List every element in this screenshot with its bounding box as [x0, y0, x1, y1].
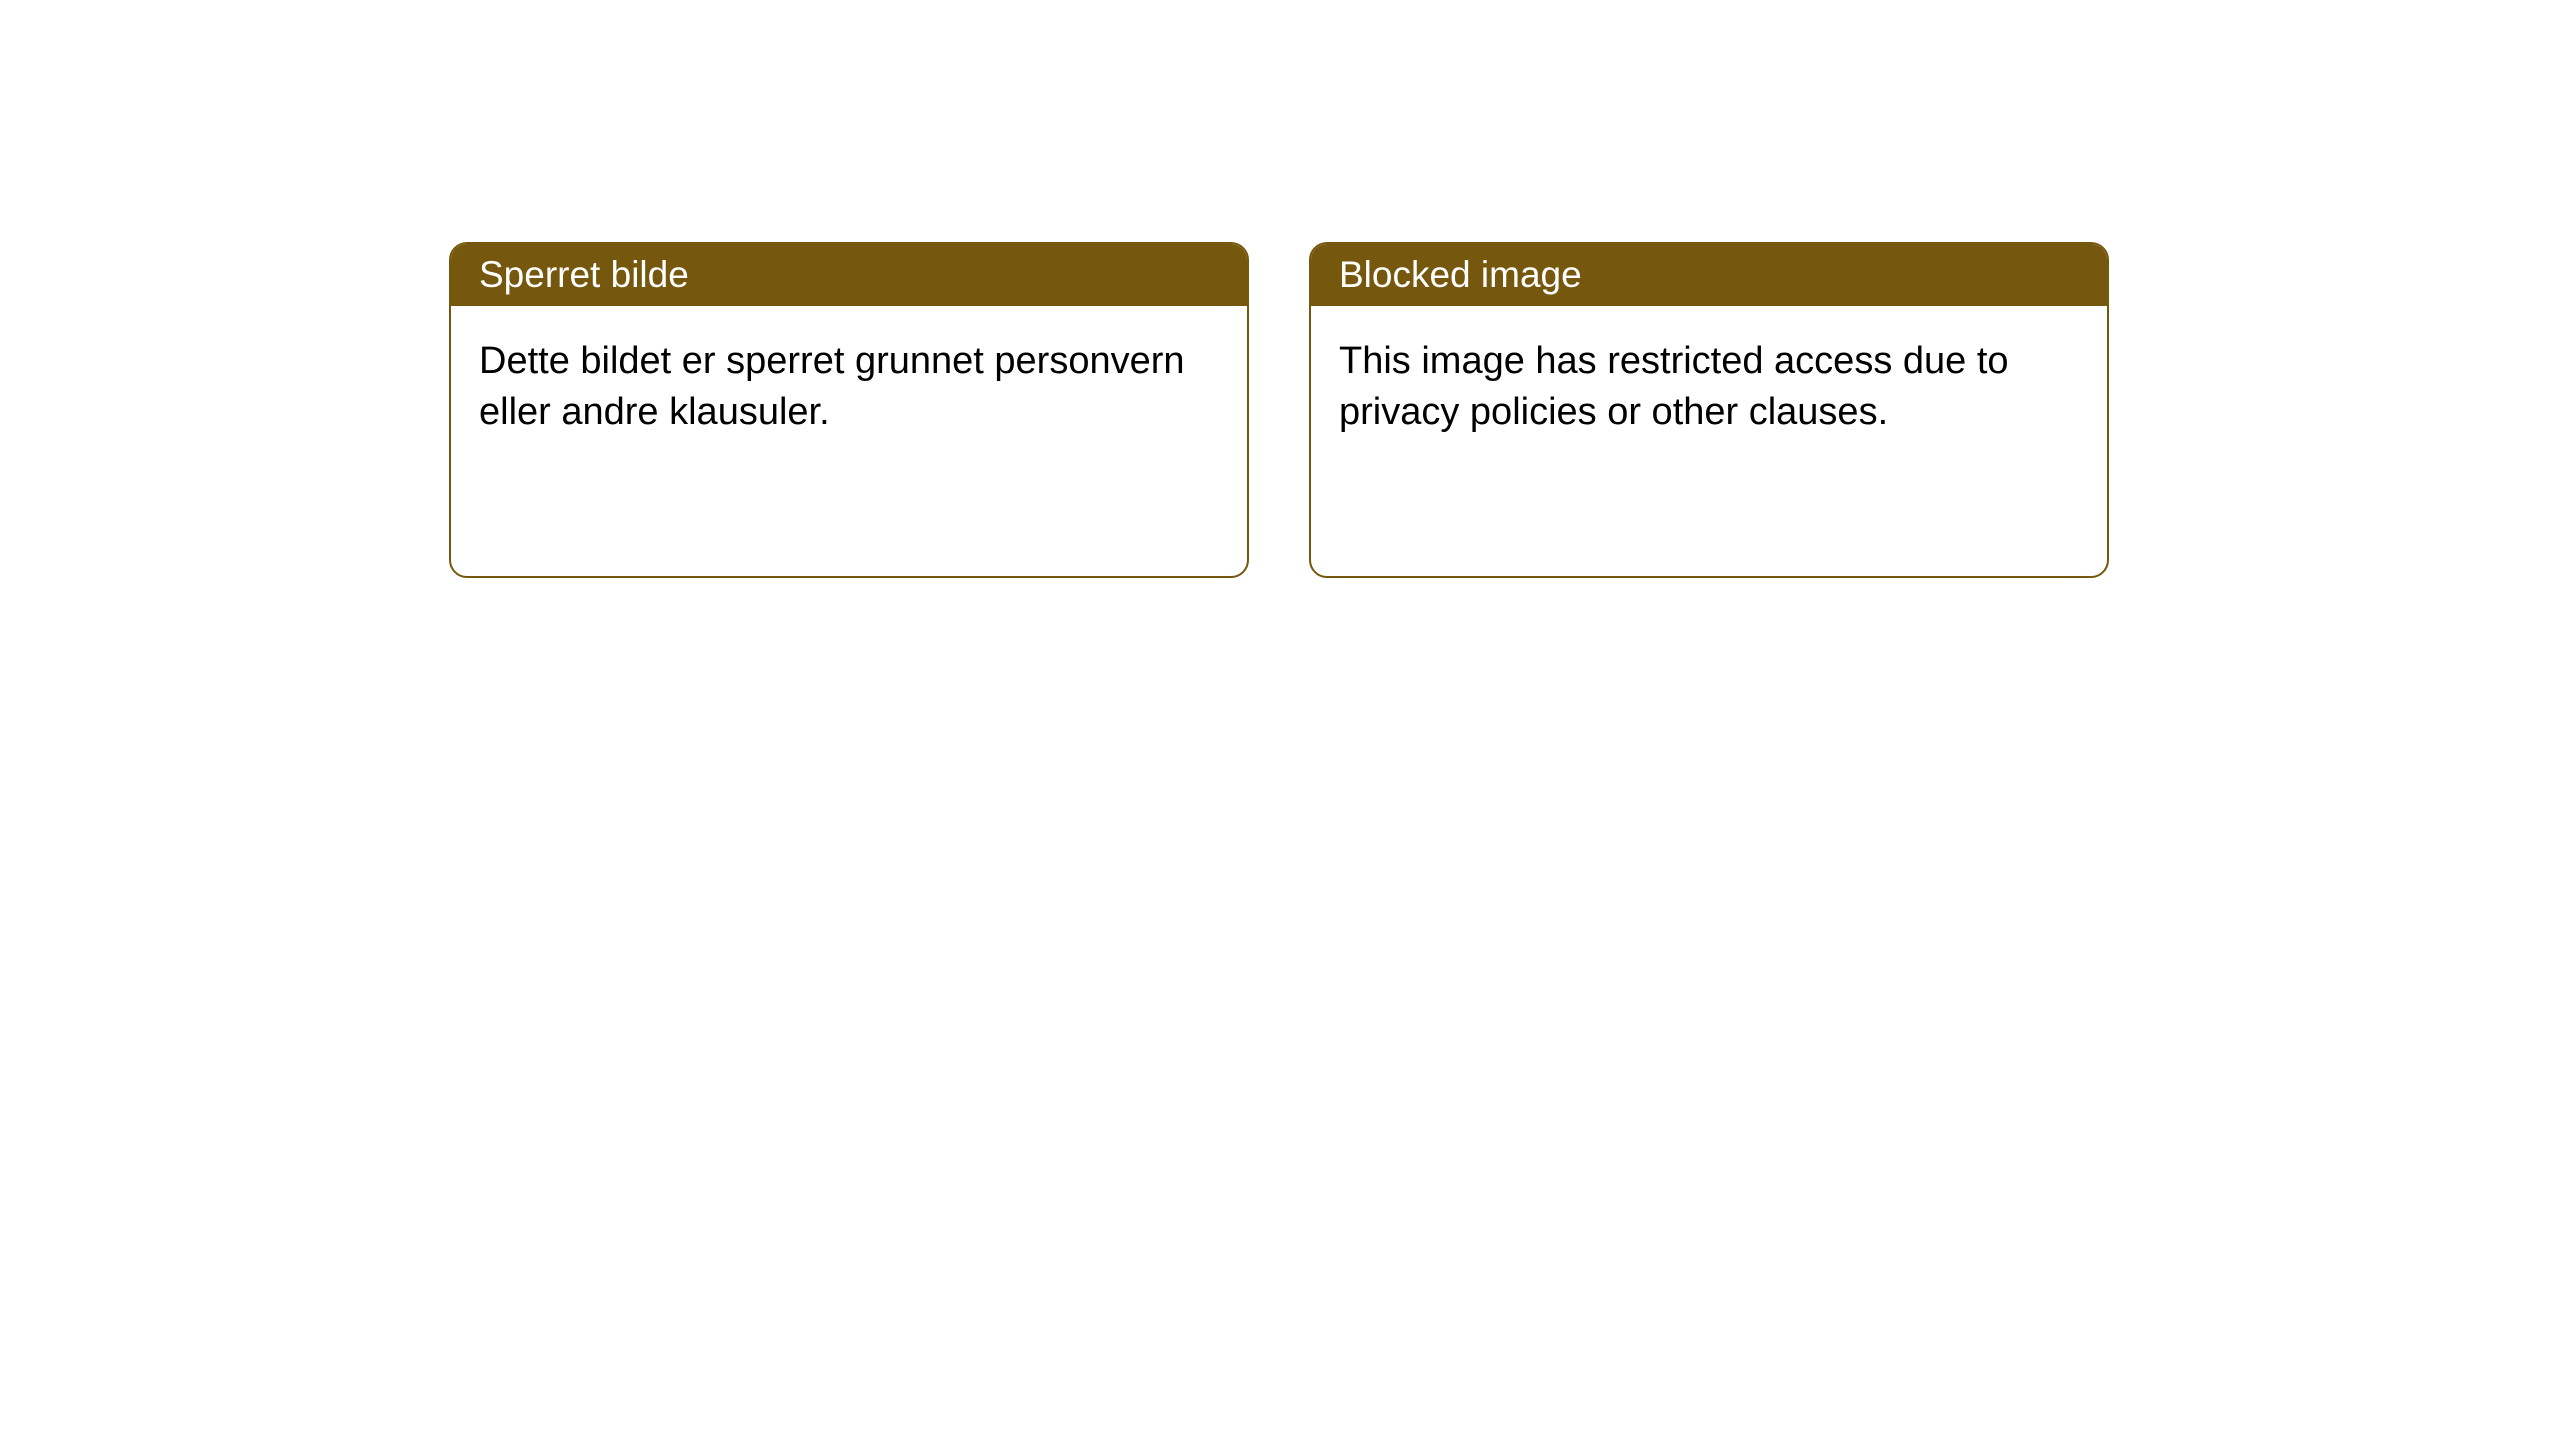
- notice-title: Sperret bilde: [451, 244, 1247, 306]
- notice-body-text: Dette bildet er sperret grunnet personve…: [451, 306, 1247, 469]
- notice-title: Blocked image: [1311, 244, 2107, 306]
- notice-container: Sperret bilde Dette bildet er sperret gr…: [0, 0, 2560, 578]
- notice-card-norwegian: Sperret bilde Dette bildet er sperret gr…: [449, 242, 1249, 578]
- notice-card-english: Blocked image This image has restricted …: [1309, 242, 2109, 578]
- notice-body-text: This image has restricted access due to …: [1311, 306, 2107, 469]
